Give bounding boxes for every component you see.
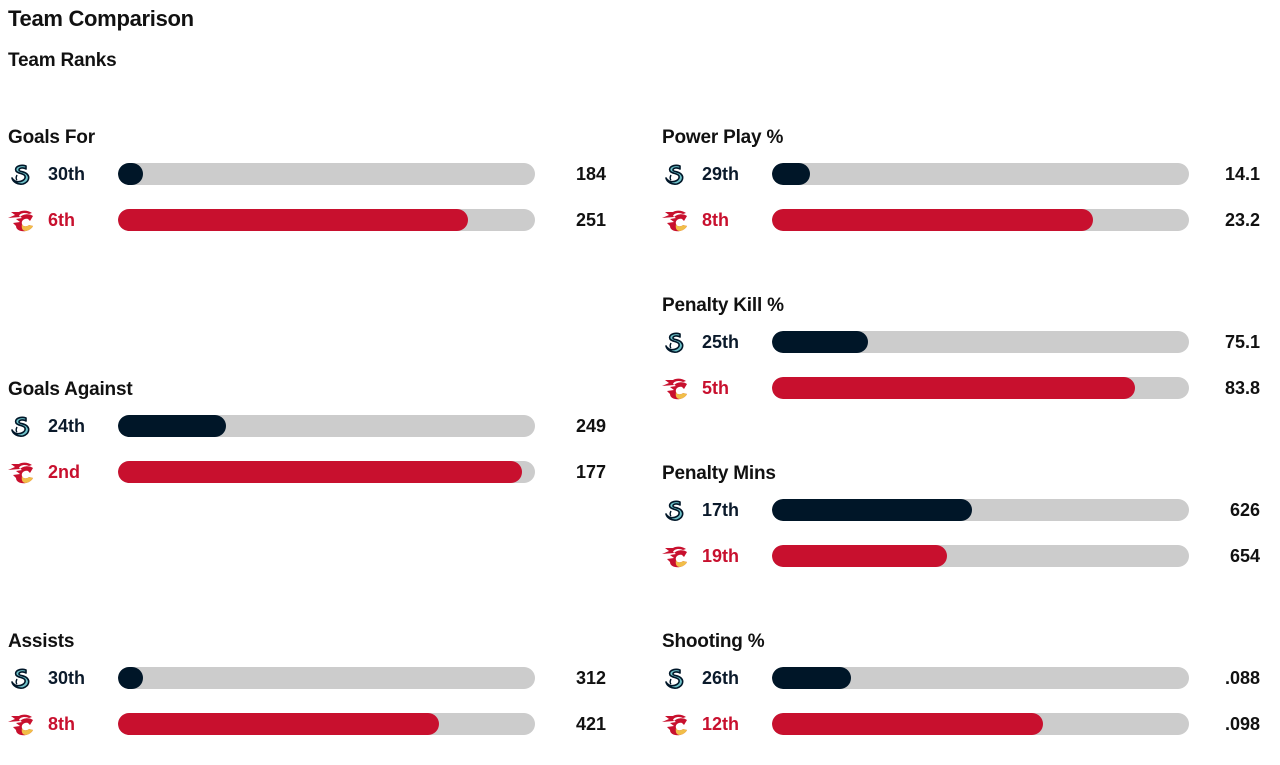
team-rank: 19th [702,546,740,566]
stat-bar-track [772,545,1189,567]
team-row-flames: 8th 421 [8,713,618,737]
stat-bar-fill [772,331,868,353]
stat-bar-track [118,713,535,735]
kraken-logo-icon [8,415,36,439]
team-row-flames: 19th 654 [662,545,1272,569]
stat-title: Shooting % [662,631,765,652]
team-row-kraken: 29th 14.1 [662,163,1272,187]
team-rank: 30th [48,164,86,184]
stat-bar-track [118,209,535,231]
stat-bar-fill [772,499,973,521]
stat-title: Penalty Kill % [662,295,784,316]
stat-bar-fill [118,461,523,483]
team-row-kraken: 17th 626 [662,499,1272,523]
team-row-kraken: 25th 75.1 [662,331,1272,355]
stat-value: 83.8 [1224,378,1260,398]
flames-logo-icon [662,713,690,737]
stat-bar-track [772,667,1189,689]
stat-bar-track [772,331,1189,353]
stat-title: Goals For [8,127,95,148]
team-rank: 12th [702,714,740,734]
team-rank: 29th [702,164,740,184]
team-row-kraken: 30th 184 [8,163,618,187]
team-row-kraken: 30th 312 [8,667,618,691]
stat-value: 14.1 [1224,164,1260,184]
flames-logo-icon [662,545,690,569]
stat-bar-fill [118,415,227,437]
flames-logo-icon [8,713,36,737]
stat-title: Assists [8,631,75,652]
kraken-logo-icon [8,667,36,691]
stat-value: .098 [1224,714,1260,734]
stat-value: 23.2 [1224,210,1260,230]
kraken-logo-icon [662,499,690,523]
kraken-logo-icon [662,163,690,187]
stat-value: 421 [575,714,606,734]
stat-value: 626 [1229,500,1260,520]
stat-bar-track [118,461,535,483]
team-row-kraken: 26th .088 [662,667,1272,691]
stat-bar-track [118,163,535,185]
stat-title: Power Play % [662,127,784,148]
flames-logo-icon [662,377,690,401]
stat-bar-track [772,163,1189,185]
team-rank: 17th [702,500,740,520]
team-row-flames: 5th 83.8 [662,377,1272,401]
team-rank: 8th [702,210,729,230]
team-rank: 8th [48,714,75,734]
team-rank: 6th [48,210,75,230]
kraken-logo-icon [662,331,690,355]
team-row-flames: 2nd 177 [8,461,618,485]
flames-logo-icon [662,209,690,233]
team-row-kraken: 24th 249 [8,415,618,439]
stat-bar-fill [118,713,440,735]
stat-value: 75.1 [1224,332,1260,352]
kraken-logo-icon [662,667,690,691]
team-rank: 26th [702,668,740,688]
stat-bar-fill [772,667,852,689]
stat-bar-fill [772,377,1135,399]
stat-bar-fill [772,209,1094,231]
stat-value: .088 [1224,668,1260,688]
stat-bar-fill [772,163,810,185]
stat-bar-fill [118,163,144,185]
stat-value: 312 [575,668,606,688]
team-row-flames: 12th .098 [662,713,1272,737]
team-rank: 30th [48,668,86,688]
team-rank: 24th [48,416,86,436]
stat-bar-fill [772,713,1044,735]
team-row-flames: 6th 251 [8,209,618,233]
flames-logo-icon [8,461,36,485]
team-rank: 25th [702,332,740,352]
page-subtitle: Team Ranks [8,50,117,71]
stat-bar-fill [772,545,948,567]
stat-value: 177 [575,462,606,482]
stat-title: Goals Against [8,379,133,400]
team-row-flames: 8th 23.2 [662,209,1272,233]
stat-bar-track [772,499,1189,521]
stat-bar-fill [118,209,469,231]
team-rank: 2nd [48,462,81,482]
stat-bar-fill [118,667,144,689]
stat-value: 654 [1229,546,1260,566]
stat-value: 184 [575,164,606,184]
team-rank: 5th [702,378,729,398]
stat-bar-track [118,415,535,437]
stat-bar-track [772,713,1189,735]
stat-bar-track [118,667,535,689]
stat-bar-track [772,209,1189,231]
stat-bar-track [772,377,1189,399]
flames-logo-icon [8,209,36,233]
kraken-logo-icon [8,163,36,187]
stat-value: 251 [575,210,606,230]
stat-value: 249 [575,416,606,436]
page-title: Team Comparison [8,6,194,31]
stat-title: Penalty Mins [662,463,776,484]
